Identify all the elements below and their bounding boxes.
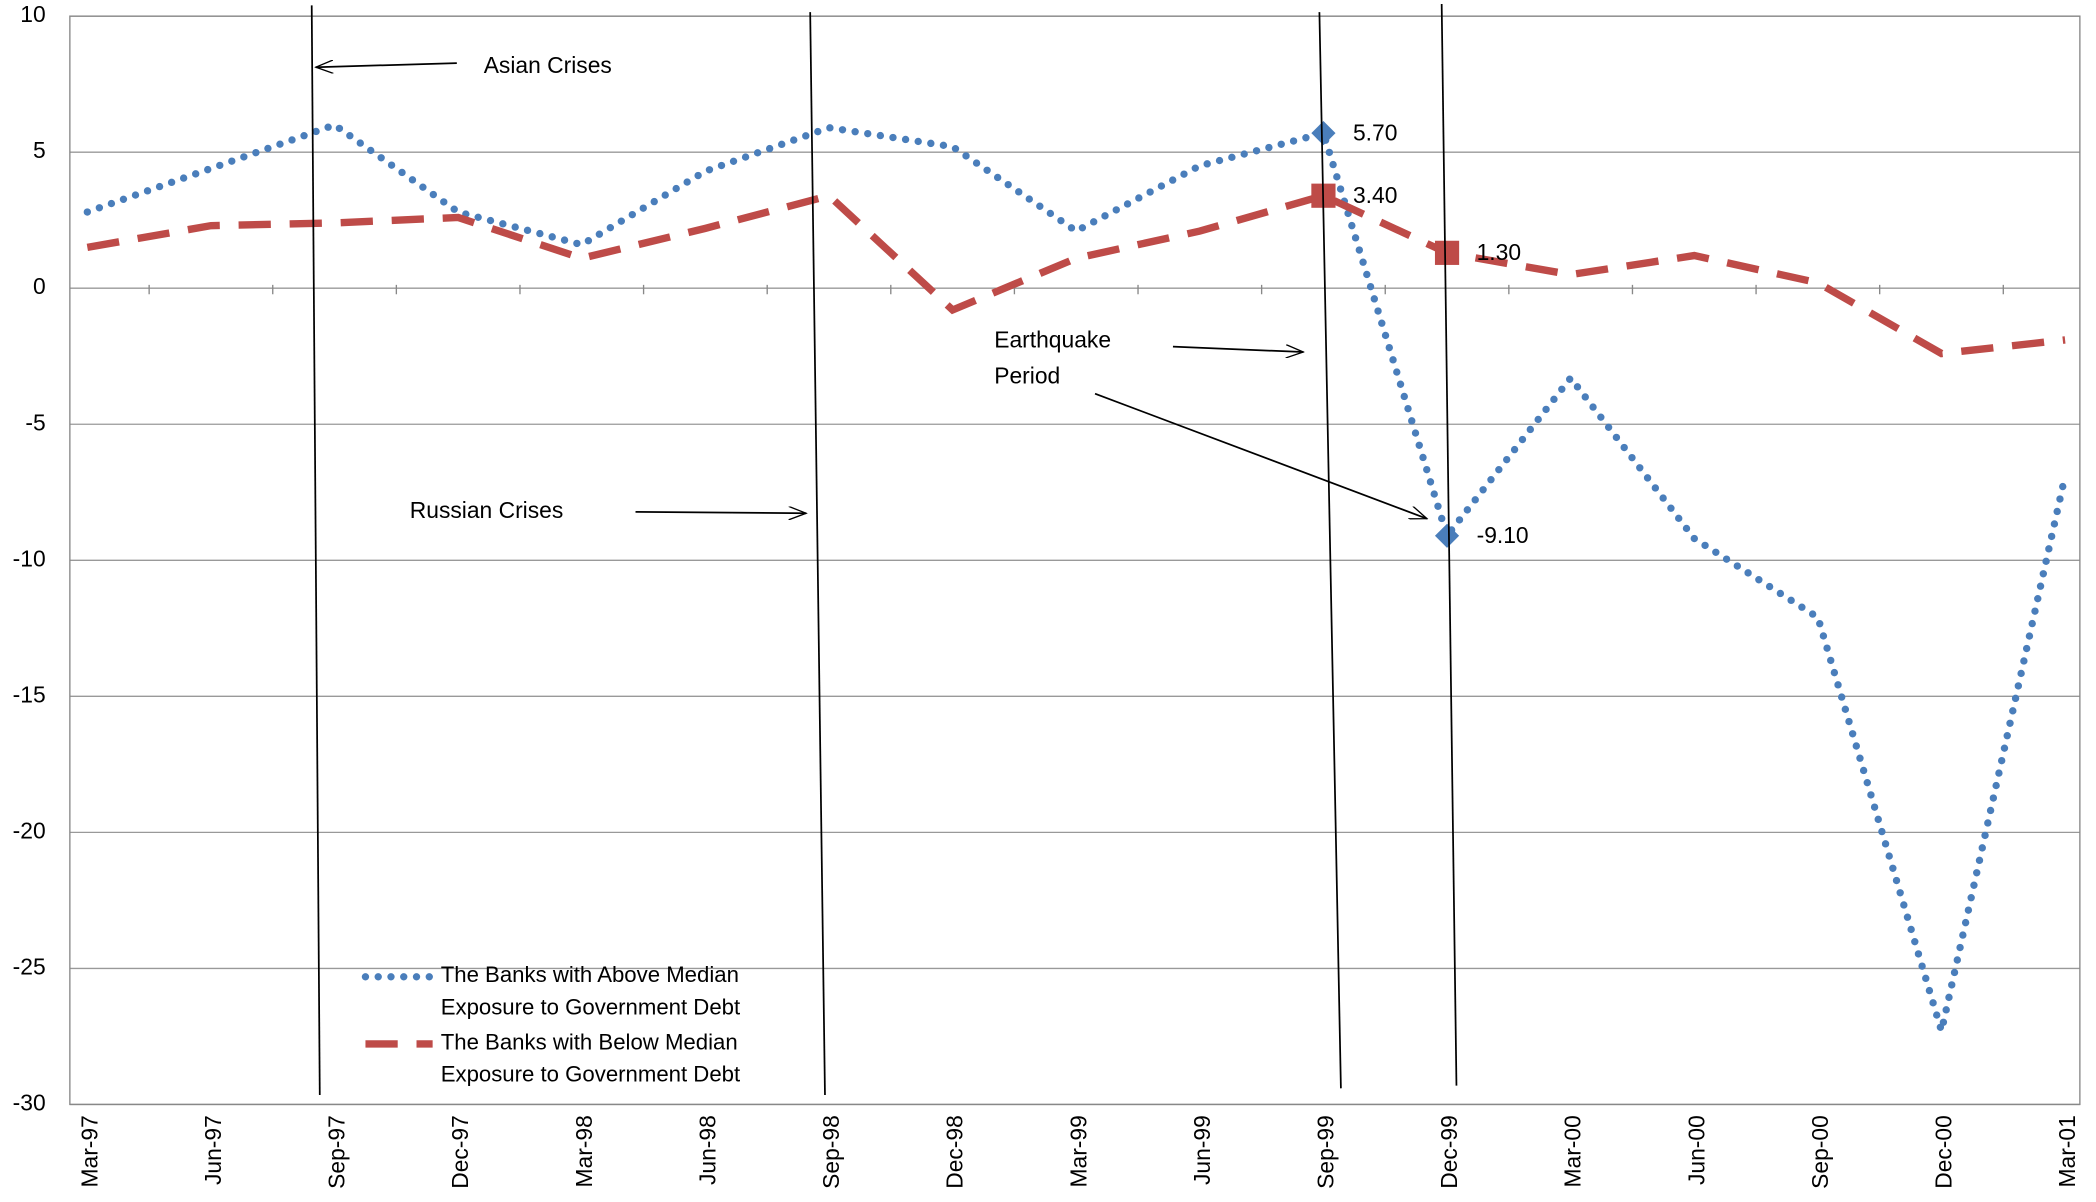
y-tick-label: 5	[33, 137, 46, 163]
event-lines	[310, 4, 1458, 1096]
x-tick-label: Sep-97	[324, 1115, 350, 1189]
x-tick-label: Mar-00	[1560, 1115, 1586, 1187]
x-tick-label: Sep-99	[1312, 1115, 1338, 1189]
plot-border	[69, 15, 2081, 1106]
x-tick-label: Jun-98	[694, 1115, 720, 1185]
x-tick-label: Mar-99	[1065, 1115, 1091, 1187]
x-tick-label: Dec-99	[1436, 1115, 1462, 1189]
x-tick-label: Mar-01	[2054, 1115, 2080, 1187]
event-line	[1440, 4, 1458, 1086]
arrow	[1094, 392, 1427, 520]
y-tick-label: 0	[33, 273, 46, 299]
point-marker	[1311, 121, 1336, 146]
y-tick-label: -30	[13, 1089, 46, 1115]
y-tick-label: 10	[20, 1, 45, 27]
point-marker	[1434, 523, 1460, 548]
event-line	[809, 12, 826, 1096]
event-line	[1318, 12, 1342, 1089]
x-tick-label: Jun-97	[200, 1115, 226, 1185]
annotation: Asian Crises	[484, 52, 612, 78]
value-label: 1.30	[1477, 239, 1521, 265]
y-tick-label: -15	[13, 681, 46, 707]
legend-entry: The Banks with Above Median Exposure to …	[440, 963, 741, 1020]
x-tick-label: Sep-00	[1807, 1115, 1833, 1189]
y-tick-label: -10	[13, 545, 46, 571]
x-tick-label: Mar-98	[571, 1115, 597, 1187]
value-label: 5.70	[1353, 120, 1397, 146]
value-label: -9.10	[1477, 522, 1529, 548]
annotation: Earthquake	[994, 326, 1111, 352]
x-tick-label: Sep-98	[818, 1115, 844, 1189]
value-label: 3.40	[1353, 182, 1397, 208]
x-tick-label: Dec-97	[447, 1115, 473, 1189]
x-tick-label: Mar-97	[76, 1115, 102, 1187]
y-tick-label: -20	[13, 817, 46, 843]
legend-label: The Banks with Above Median Exposure to …	[440, 963, 741, 1020]
legend-entry: The Banks with Below Median Exposure to …	[440, 1030, 741, 1087]
series-line	[83, 120, 2069, 1046]
x-tick-label: Dec-00	[1931, 1115, 1957, 1189]
x-tick-label: Jun-00	[1683, 1115, 1709, 1185]
event-line	[310, 5, 321, 1096]
x-tick-label: Dec-98	[942, 1115, 968, 1189]
annotation: Russian Crises	[410, 497, 564, 523]
series-line	[86, 191, 2066, 358]
legend-label: The Banks with Below Median Exposure to …	[440, 1030, 741, 1087]
annotation: Period	[994, 363, 1060, 389]
arrow	[635, 512, 807, 513]
arrow	[1172, 347, 1303, 352]
y-tick-label: -25	[13, 953, 46, 979]
y-tick-label: -5	[25, 409, 45, 435]
x-tick-label: Jun-99	[1189, 1115, 1215, 1185]
point-marker	[1434, 240, 1460, 265]
arrow	[316, 63, 457, 67]
